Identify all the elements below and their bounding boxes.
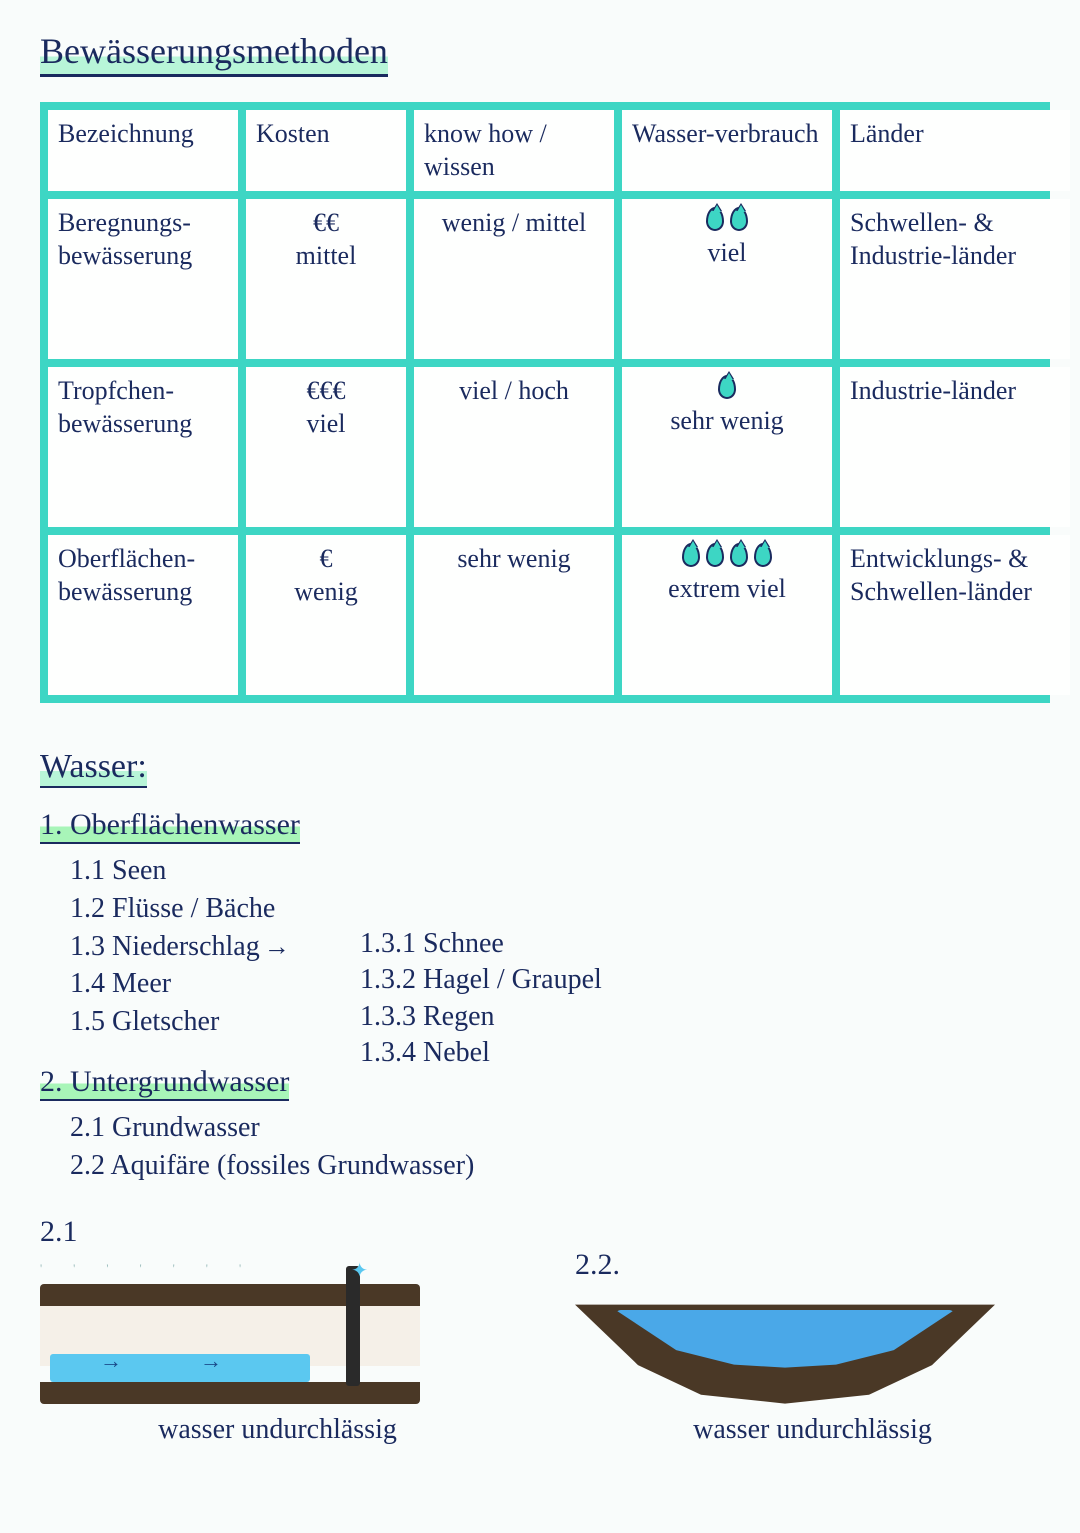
water-text: viel: [708, 237, 747, 270]
list-item: 1.3.1 Schnee: [360, 926, 602, 962]
water-drop-icons: [718, 375, 736, 399]
list-groundwater: 2.1 Grundwasser 2.2 Aquifäre (fossiles G…: [70, 1109, 1050, 1185]
water-drop-icons: [706, 207, 748, 231]
page-title: Bewässerungsmethoden: [40, 30, 388, 77]
water-drop-icon: [718, 375, 736, 399]
table-header: Kosten: [246, 110, 406, 191]
aquifer-sketch: [575, 1294, 995, 1404]
soil-layer-icon: [40, 1284, 420, 1306]
table-cell-knowhow: wenig / mittel: [414, 199, 614, 359]
irrigation-table: Bezeichnung Kosten know how / wissen Was…: [40, 102, 1050, 703]
table-cell-cost: €€ mittel: [246, 199, 406, 359]
water-drop-icon: [730, 543, 748, 567]
diagram-caption: wasser undurchlässig: [40, 1414, 515, 1446]
water-drop-icon: [706, 543, 724, 567]
table-cell-water: sehr wenig: [622, 367, 832, 527]
rain-icon: ' ' ' ' ' ' ': [40, 1261, 515, 1276]
list-item: 1.2 Flüsse / Bäche: [70, 890, 1050, 928]
list-item: 1.3.3 Regen: [360, 999, 602, 1035]
list-item: 1.1 Seen: [70, 852, 1050, 890]
table-header: know how / wissen: [414, 110, 614, 191]
water-drop-icons: [682, 543, 772, 567]
spray-icon: ✦: [351, 1258, 370, 1283]
cost-symbols: €€: [313, 207, 339, 240]
table-cell-knowhow: sehr wenig: [414, 535, 614, 695]
list-item: 1.3.4 Nebel: [360, 1035, 602, 1071]
flow-arrow-icon: →: [100, 1348, 122, 1374]
list-item: 2.1 Grundwasser: [70, 1109, 1050, 1147]
section-title-water: Wasser:: [40, 748, 147, 788]
table-cell-cost: €€€ viel: [246, 367, 406, 527]
table-header: Bezeichnung: [48, 110, 238, 191]
water-drop-icon: [682, 543, 700, 567]
cost-symbols: €: [320, 543, 333, 576]
cost-text: viel: [307, 408, 346, 441]
groundwater-sketch: → → ✦: [40, 1284, 420, 1404]
subsection-surface-water: 1. Oberflächenwasser: [40, 808, 300, 844]
list-item: 1.3.2 Hagel / Graupel: [360, 962, 602, 998]
table-cell-water: viel: [622, 199, 832, 359]
table-cell-countries: Schwellen- & Industrie-länder: [840, 199, 1070, 359]
diagram-label: 2.2.: [575, 1248, 1050, 1282]
water-layer-icon: [50, 1354, 310, 1382]
well-icon: [346, 1266, 360, 1386]
table-cell-name: Tropfchen-bewässerung: [48, 367, 238, 527]
arrow-icon: →: [264, 929, 290, 964]
list-surface-water: 1.1 Seen 1.2 Flüsse / Bäche 1.3 Niedersc…: [70, 852, 1050, 1041]
diagram-aquifer: 2.2. wasser undurchlässig: [575, 1248, 1050, 1446]
water-text: extrem viel: [668, 573, 786, 606]
table-header: Wasser-verbrauch: [622, 110, 832, 191]
table-cell-cost: € wenig: [246, 535, 406, 695]
table-cell-countries: Entwicklungs- & Schwellen-länder: [840, 535, 1070, 695]
water-drop-icon: [730, 207, 748, 231]
water-text: sehr wenig: [670, 405, 783, 438]
cost-text: mittel: [296, 240, 357, 273]
water-drop-icon: [754, 543, 772, 567]
table-cell-name: Oberflächen-bewässerung: [48, 535, 238, 695]
subsection-groundwater: 2. Untergrundwasser: [40, 1065, 289, 1101]
table-cell-knowhow: viel / hoch: [414, 367, 614, 527]
diagram-groundwater: 2.1 ' ' ' ' ' ' ' → → ✦ wasser undurchlä…: [40, 1215, 515, 1446]
table-cell-water: extrem viel: [622, 535, 832, 695]
table-cell-name: Beregnungs-bewässerung: [48, 199, 238, 359]
cost-symbols: €€€: [307, 375, 346, 408]
water-drop-icon: [706, 207, 724, 231]
diagram-label: 2.1: [40, 1215, 515, 1249]
table-cell-countries: Industrie-länder: [840, 367, 1070, 527]
diagram-caption: wasser undurchlässig: [575, 1414, 1050, 1446]
list-item: 2.2 Aquifäre (fossiles Grundwasser): [70, 1147, 1050, 1185]
sublist-precipitation: 1.3.1 Schnee 1.3.2 Hagel / Graupel 1.3.3…: [360, 926, 602, 1072]
flow-arrow-icon: →: [200, 1348, 222, 1374]
diagrams-row: 2.1 ' ' ' ' ' ' ' → → ✦ wasser undurchlä…: [40, 1215, 1050, 1446]
table-header: Länder: [840, 110, 1070, 191]
cost-text: wenig: [294, 576, 358, 609]
soil-layer-icon: [40, 1382, 420, 1404]
